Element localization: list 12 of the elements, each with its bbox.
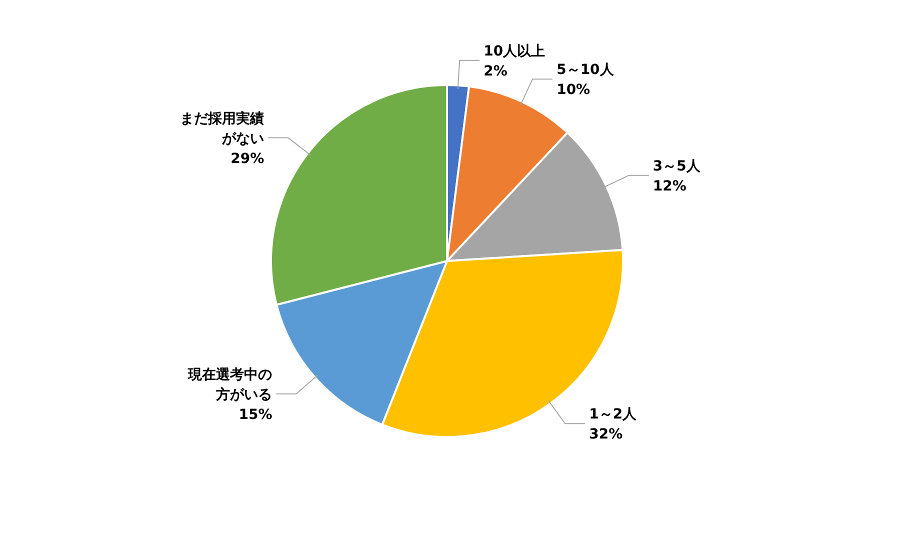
data-label: 2% [484,63,508,80]
slice-label: 1～2人 [589,406,638,423]
slice-label: 10人以上 [484,43,546,60]
slice-label: 現在選考中の方がいる [187,366,272,403]
slice-label: まだ採用実績がない [180,110,264,147]
data-label: 32% [589,426,623,443]
slice-label: 3～5人 [652,158,702,174]
data-label: 29% [230,150,264,167]
data-label: 10% [556,82,590,98]
data-label: 12% [652,178,686,194]
data-label: 15% [238,406,272,423]
slice-label: 5～10人 [556,62,615,78]
